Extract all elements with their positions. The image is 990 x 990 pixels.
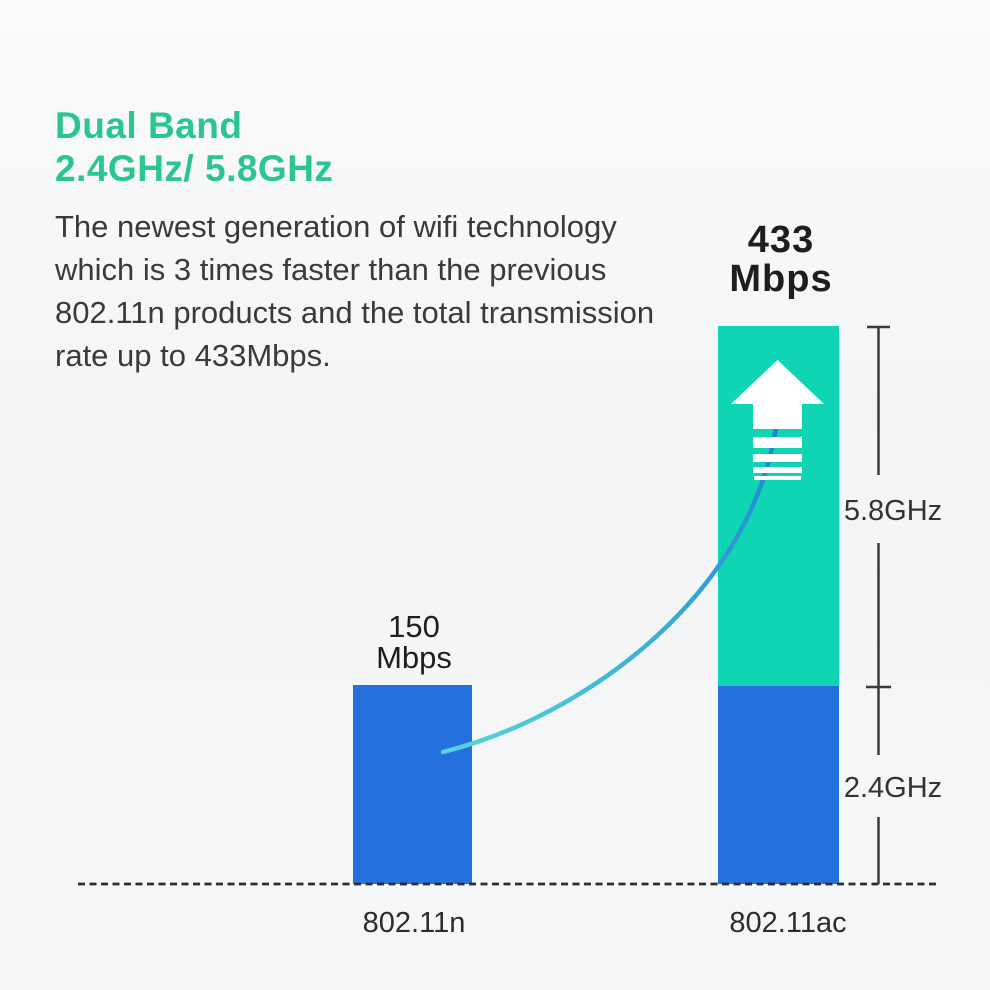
band-label-2-4ghz: 2.4GHz [843, 772, 943, 804]
category-label-802-11ac: 802.11ac [729, 907, 847, 939]
value-label-802-11ac: 433 Mbps [729, 221, 832, 299]
value-unit: Mbps [376, 640, 452, 675]
description-paragraph: The newest generation of wifi technology… [55, 205, 654, 377]
category-label-802-11n: 802.11n [362, 907, 466, 939]
page-title: Dual Band 2.4GHz/ 5.8GHz [55, 104, 333, 190]
band-bracket [866, 325, 891, 884]
description-line: rate up to 433Mbps. [55, 338, 331, 373]
up-arrow-icon [731, 360, 824, 480]
title-line-1: Dual Band [55, 105, 243, 146]
bar-802-11ac-2-4ghz-segment [718, 686, 839, 884]
description-line: 802.11n products and the total transmiss… [55, 295, 655, 330]
description-line: The newest generation of wifi technology [55, 209, 617, 244]
value-unit: Mbps [729, 258, 833, 300]
value-number: 433 [747, 219, 815, 261]
title-line-2: 2.4GHz/ 5.8GHz [55, 148, 334, 189]
band-label-5-8ghz: 5.8GHz [843, 495, 943, 527]
value-number: 150 [388, 609, 440, 644]
value-label-802-11n: 150 Mbps [376, 611, 452, 673]
growth-curve [440, 425, 779, 755]
bar-802-11n [353, 685, 472, 884]
description-line: which is 3 times faster than the previou… [55, 252, 607, 287]
